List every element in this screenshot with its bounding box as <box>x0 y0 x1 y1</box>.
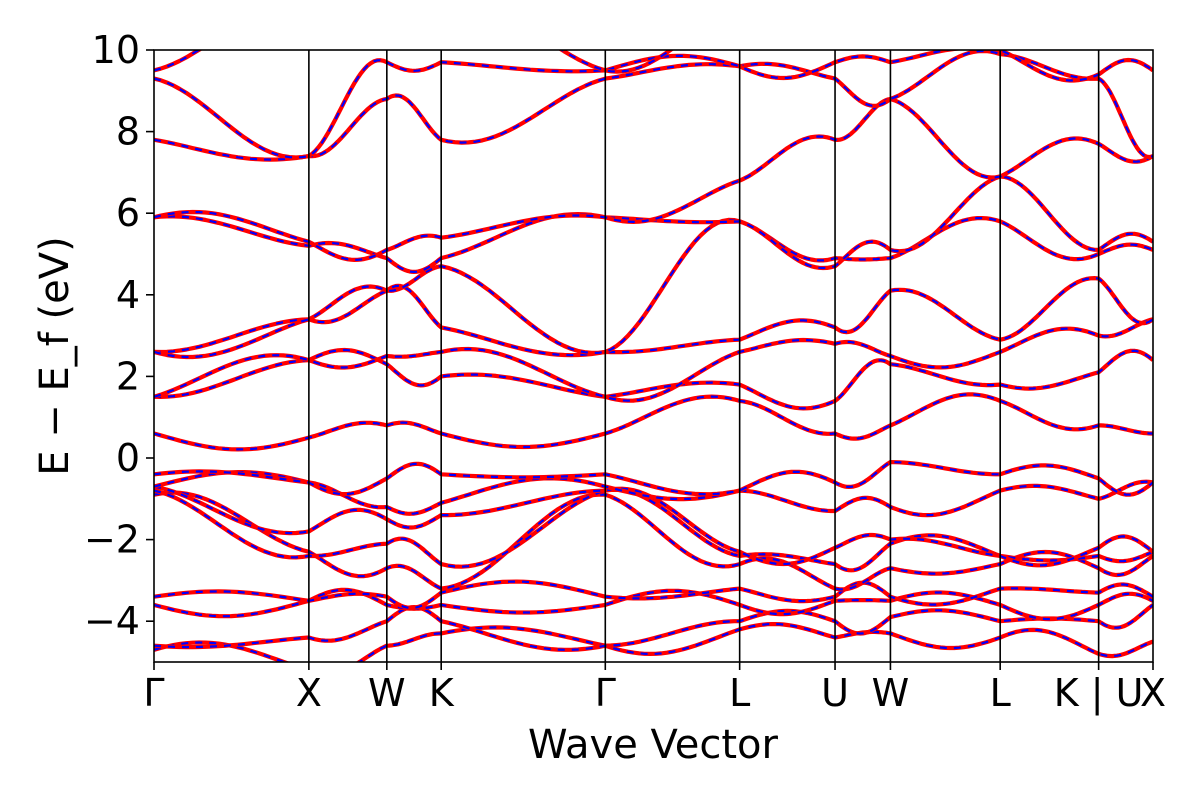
kpoint-label: K | U <box>1054 671 1144 716</box>
band-line-blue <box>154 97 1153 262</box>
kpoint-label: W <box>368 671 406 715</box>
kpoint-label: Γ <box>595 671 616 715</box>
y-tick-label: 8 <box>116 110 140 154</box>
plot-area <box>154 50 1153 662</box>
band-line-blue <box>154 460 1153 496</box>
kpoint-label: X <box>296 671 322 715</box>
y-tick-label: 10 <box>92 28 140 72</box>
y-axis-label: E − E_f (eV) <box>32 236 78 475</box>
kpoint-label: L <box>729 671 750 715</box>
kpoint-label: L <box>990 671 1011 715</box>
kpoint-label: K <box>429 671 455 715</box>
y-tick-label: −4 <box>84 599 140 643</box>
band-line-blue <box>154 50 1153 159</box>
band-line-blue <box>154 488 1153 572</box>
plot-frame <box>153 49 1154 663</box>
kpoint-label: W <box>872 671 910 715</box>
y-ticks-group: −4 −2 0 2 4 6 8 10 <box>84 28 154 643</box>
y-tick-label: 2 <box>116 354 140 398</box>
y-tick-label: 0 <box>116 436 140 480</box>
kpoint-label: U <box>821 671 849 715</box>
y-tick-label: 6 <box>116 191 140 235</box>
band-line-blue <box>154 485 1153 567</box>
kpoint-lines-group <box>308 50 1100 662</box>
y-tick-label: 4 <box>116 273 140 317</box>
x-axis-label: Wave Vector <box>528 722 779 768</box>
y-tick-label: −2 <box>84 518 140 562</box>
kpoint-label: Γ <box>143 671 164 715</box>
kpoint-label: X <box>1140 671 1166 715</box>
band-line-blue <box>154 491 1153 591</box>
